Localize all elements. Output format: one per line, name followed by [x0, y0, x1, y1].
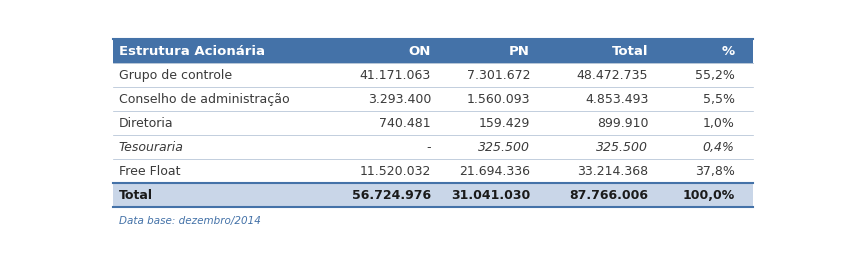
Text: 0,4%: 0,4%: [702, 141, 733, 154]
Text: 31.041.030: 31.041.030: [451, 189, 529, 202]
Text: 37,8%: 37,8%: [694, 165, 733, 178]
Text: Free Float: Free Float: [118, 165, 180, 178]
Text: 41.171.063: 41.171.063: [360, 69, 430, 82]
Text: PN: PN: [509, 44, 529, 58]
Text: Data base: dezembro/2014: Data base: dezembro/2014: [118, 216, 260, 226]
Text: Estrutura Acionária: Estrutura Acionária: [118, 44, 264, 58]
Text: -: -: [426, 141, 430, 154]
Text: 5,5%: 5,5%: [702, 93, 733, 106]
Text: 1.560.093: 1.560.093: [466, 93, 529, 106]
Text: 325.500: 325.500: [478, 141, 529, 154]
Text: 100,0%: 100,0%: [682, 189, 733, 202]
Text: Tesouraria: Tesouraria: [118, 141, 183, 154]
Text: 740.481: 740.481: [379, 117, 430, 130]
Text: 899.910: 899.910: [596, 117, 647, 130]
Text: 159.429: 159.429: [479, 117, 529, 130]
Text: 325.500: 325.500: [596, 141, 647, 154]
Text: Diretoria: Diretoria: [118, 117, 173, 130]
Text: 7.301.672: 7.301.672: [466, 69, 529, 82]
FancyBboxPatch shape: [113, 39, 752, 63]
Text: Conselho de administração: Conselho de administração: [118, 93, 289, 106]
Text: 1,0%: 1,0%: [702, 117, 733, 130]
Text: 33.214.368: 33.214.368: [576, 165, 647, 178]
Text: 55,2%: 55,2%: [694, 69, 733, 82]
Text: Total: Total: [118, 189, 153, 202]
Text: 48.472.735: 48.472.735: [576, 69, 647, 82]
Text: 56.724.976: 56.724.976: [351, 189, 430, 202]
Text: 4.853.493: 4.853.493: [584, 93, 647, 106]
Text: Grupo de controle: Grupo de controle: [118, 69, 231, 82]
Text: 3.293.400: 3.293.400: [367, 93, 430, 106]
Text: %: %: [721, 44, 733, 58]
FancyBboxPatch shape: [113, 183, 752, 207]
Text: ON: ON: [408, 44, 430, 58]
Text: 87.766.006: 87.766.006: [569, 189, 647, 202]
Text: Total: Total: [611, 44, 647, 58]
Text: 21.694.336: 21.694.336: [458, 165, 529, 178]
Text: 11.520.032: 11.520.032: [360, 165, 430, 178]
